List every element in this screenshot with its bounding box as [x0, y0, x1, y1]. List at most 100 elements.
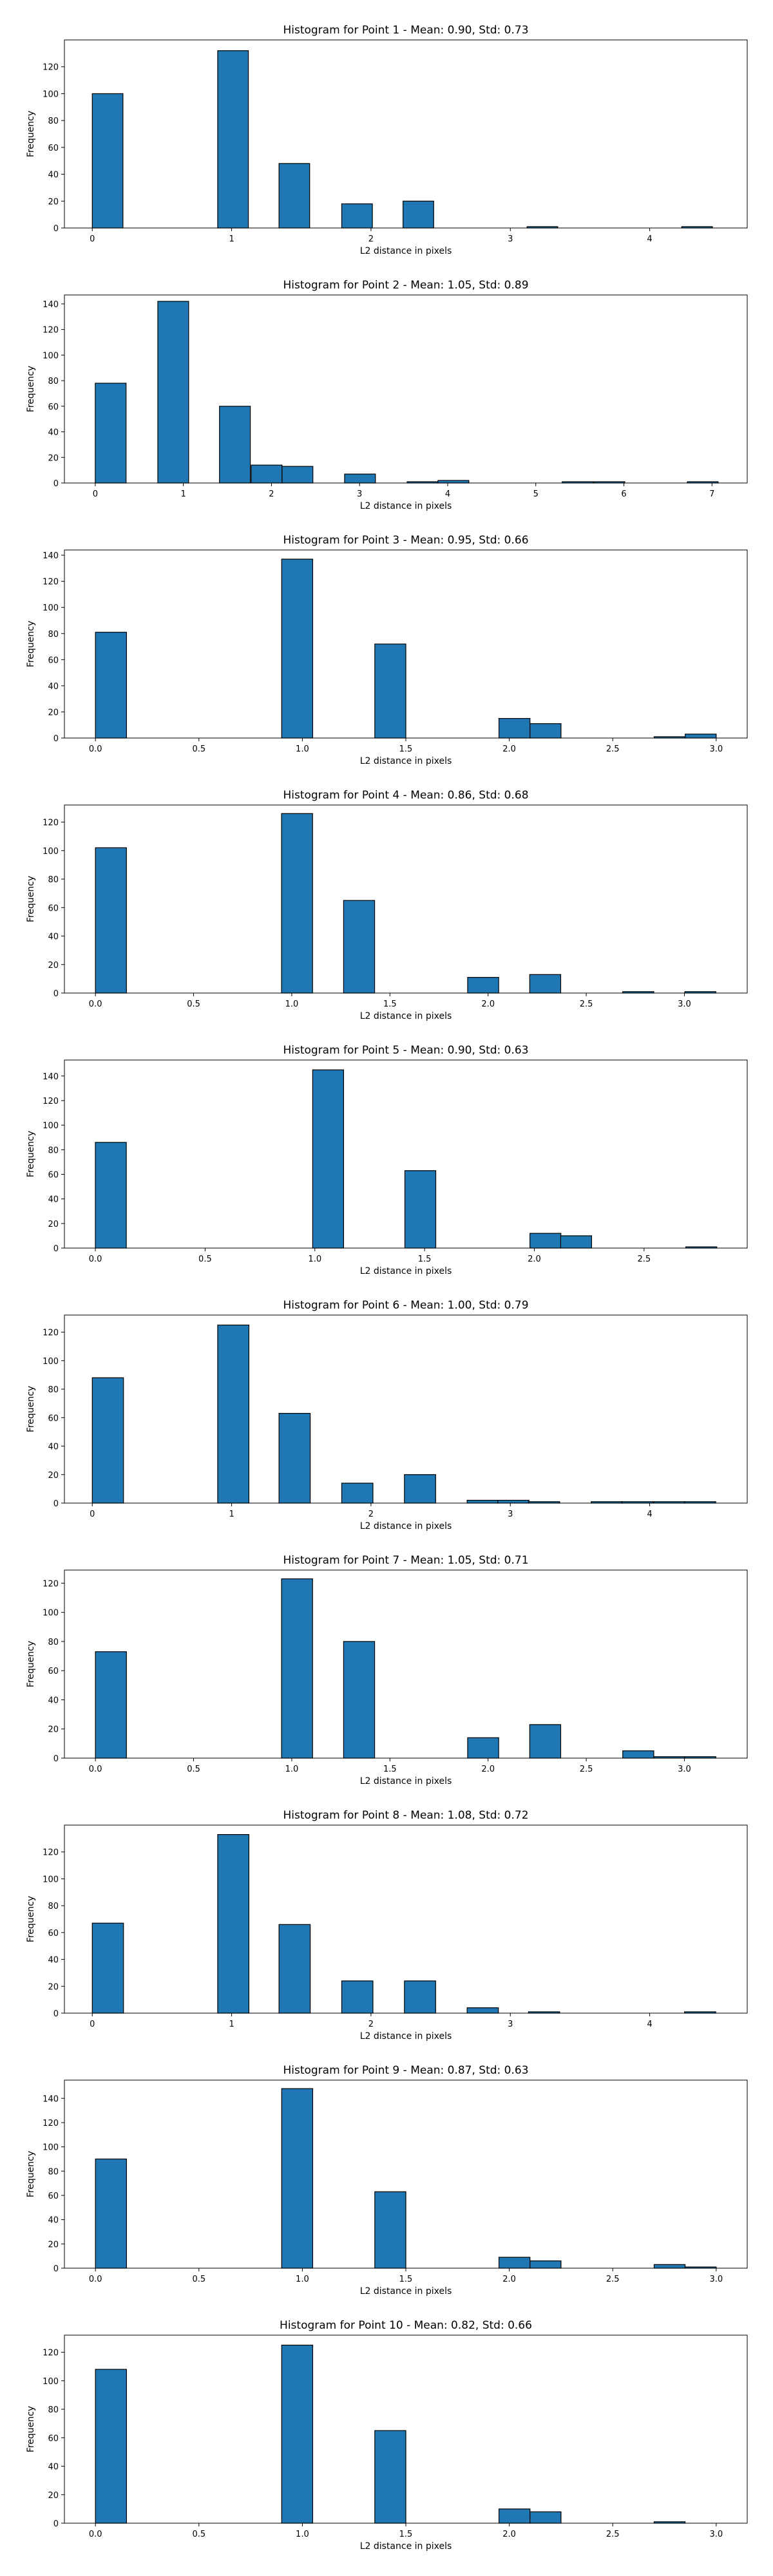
histogram-bar — [91, 1922, 124, 2014]
histogram-bar — [95, 2158, 127, 2269]
histogram-bar — [91, 93, 124, 229]
y-tick-label: 60 — [48, 656, 59, 665]
x-tick-label: 4 — [445, 489, 450, 499]
histogram-bar — [282, 466, 314, 484]
histogram-bar — [498, 2508, 531, 2524]
y-tick-label: 100 — [43, 1121, 59, 1131]
y-tick-label: 80 — [48, 377, 59, 386]
y-tick-label: 120 — [43, 578, 59, 587]
y-tick-label: 120 — [43, 819, 59, 828]
y-tick-label: 100 — [43, 603, 59, 613]
y-tick-label: 40 — [48, 171, 59, 180]
y-tick-label: 100 — [43, 2377, 59, 2387]
y-tick-label: 20 — [48, 1725, 59, 1735]
x-tick-label: 2 — [368, 1510, 374, 1519]
histogram-bar — [466, 1499, 499, 1504]
histogram-bar — [404, 1170, 437, 1249]
x-tick-label: 1.0 — [296, 2530, 309, 2539]
histogram-bar — [341, 203, 373, 229]
x-tick-label: 1.5 — [383, 1765, 397, 1774]
chart-panel-7: 0 20 40 60 80 100 120 0.0 0.5 1.0 1.5 2.0 2.5 3.0 Hist… — [26, 1554, 748, 1786]
y-tick-label: 40 — [48, 2216, 59, 2226]
x-tick-label: 1.0 — [285, 999, 299, 1009]
histogram-bar — [497, 1499, 530, 1504]
x-tick-label: 2.5 — [638, 1255, 651, 1264]
histogram-bar — [344, 473, 376, 484]
y-tick-label: 40 — [48, 1696, 59, 1705]
histogram-bar — [281, 1578, 313, 1759]
x-axis-label: L2 distance in pixels — [360, 2286, 452, 2297]
y-tick-label: 20 — [48, 453, 59, 463]
histogram-bar — [278, 163, 310, 229]
y-tick-label: 100 — [43, 1609, 59, 1618]
y-tick-label: 20 — [48, 197, 59, 207]
y-tick-label: 80 — [48, 630, 59, 639]
y-tick-label: 140 — [43, 300, 59, 310]
y-tick-label: 120 — [43, 1579, 59, 1589]
histogram-bar — [529, 974, 562, 994]
y-tick-label: 40 — [48, 933, 59, 942]
x-tick-label: 3 — [508, 1510, 513, 1519]
y-tick-label: 40 — [48, 2463, 59, 2472]
y-tick-label: 0 — [53, 1499, 59, 1509]
histogram-bar — [374, 2430, 406, 2524]
y-tick-label: 20 — [48, 1220, 59, 1229]
x-tick-label: 4 — [647, 234, 652, 244]
chart-title: Histogram for Point 3 - Mean: 0.95, Std:… — [283, 534, 528, 547]
histogram-bar — [341, 1980, 374, 2014]
x-tick-label: 2 — [368, 234, 374, 244]
y-tick-label: 140 — [43, 551, 59, 561]
histogram-bar — [622, 1750, 654, 1759]
histogram-bar — [217, 1324, 250, 1504]
histogram-bar — [95, 1651, 127, 1759]
chart-title: Histogram for Point 6 - Mean: 1.00, Std:… — [283, 1299, 528, 1312]
histogram-bar — [653, 2264, 686, 2269]
x-tick-label: 1 — [229, 1510, 234, 1519]
x-tick-label: 2 — [269, 489, 274, 499]
chart-panel-3: 0 20 40 60 80 100 120 140 0.0 0.5 1.0 1.5 2.0 2.5 3.0 H… — [26, 534, 748, 766]
x-tick-label: 0 — [90, 2020, 95, 2029]
histogram-bar — [281, 2344, 314, 2524]
x-tick-label: 0.0 — [89, 744, 102, 754]
histogram-bar — [403, 200, 434, 229]
x-tick-label: 4 — [647, 2020, 652, 2029]
y-tick-label: 0 — [53, 734, 59, 744]
y-tick-label: 80 — [48, 2167, 59, 2177]
histogram-bar — [343, 1641, 376, 1759]
x-tick-label: 4 — [647, 1510, 652, 1519]
histogram-bar — [157, 301, 189, 484]
x-tick-label: 0.5 — [187, 999, 200, 1009]
x-tick-label: 0.5 — [198, 1255, 212, 1264]
x-tick-label: 3.0 — [709, 2530, 723, 2539]
y-tick-label: 100 — [43, 351, 59, 361]
y-tick-label: 80 — [48, 117, 59, 126]
y-tick-label: 100 — [43, 90, 59, 99]
y-axis-label: Frequency — [26, 2151, 36, 2197]
plot-frame — [64, 1569, 748, 1759]
x-axis-label: L2 distance in pixels — [360, 246, 452, 256]
y-tick-label: 120 — [43, 63, 59, 73]
x-tick-label: 3 — [508, 234, 513, 244]
x-tick-label: 2.5 — [606, 744, 620, 754]
x-tick-label: 1 — [229, 234, 234, 244]
y-tick-label: 60 — [48, 1667, 59, 1676]
y-axis-label: Frequency — [26, 621, 36, 667]
histogram-bar — [530, 2260, 562, 2269]
y-tick-label: 140 — [43, 1072, 59, 1082]
chart-title: Histogram for Point 8 - Mean: 1.08, Std:… — [283, 1809, 528, 1822]
histogram-bar — [217, 50, 249, 229]
y-tick-label: 120 — [43, 2349, 59, 2358]
histogram-bar — [404, 1474, 436, 1504]
x-tick-label: 1.0 — [296, 744, 309, 754]
y-tick-label: 60 — [48, 2434, 59, 2443]
y-tick-label: 40 — [48, 1195, 59, 1205]
histogram-bar — [95, 383, 127, 484]
y-tick-label: 60 — [48, 1414, 59, 1423]
x-tick-label: 2.0 — [481, 999, 495, 1009]
histogram-bar — [95, 847, 127, 994]
histogram-bar — [685, 734, 717, 739]
histogram-bar — [467, 977, 499, 994]
x-tick-label: 3.0 — [678, 1765, 691, 1774]
y-tick-label: 0 — [53, 1244, 59, 1254]
